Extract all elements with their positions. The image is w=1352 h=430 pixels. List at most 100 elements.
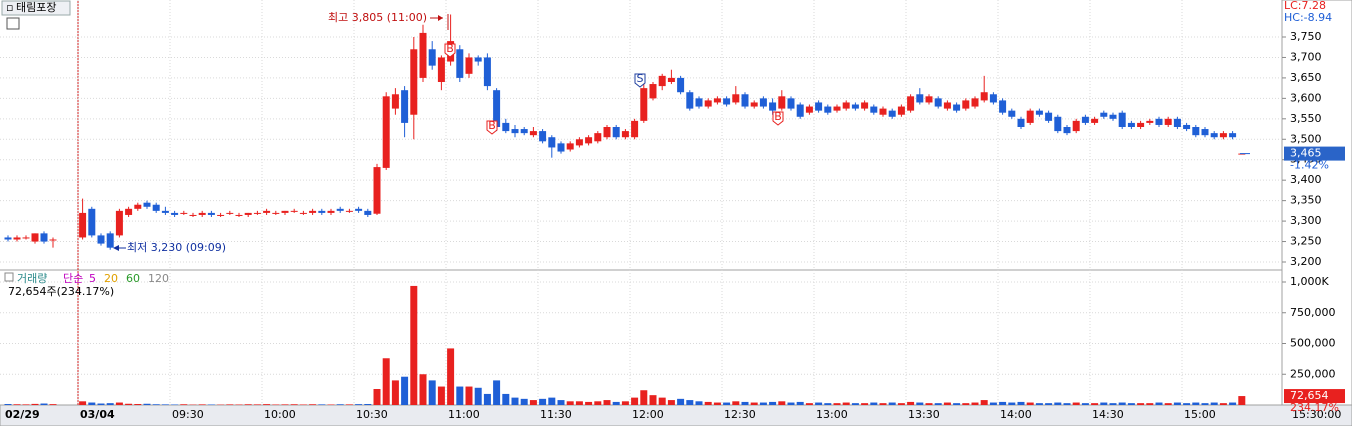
- volume-bar: [291, 404, 298, 405]
- candle-body: [696, 98, 703, 106]
- volume-bar: [1091, 403, 1098, 405]
- volume-bar: [594, 401, 601, 405]
- volume-bar: [843, 403, 850, 405]
- candle-body: [659, 76, 666, 86]
- candle-body: [567, 143, 574, 149]
- title-icon: ▫: [6, 1, 13, 14]
- volume-bar: [962, 403, 969, 405]
- candle-body: [705, 100, 712, 106]
- candle-body: [1202, 129, 1209, 135]
- candle-body: [907, 96, 914, 110]
- candle-body: [760, 98, 767, 106]
- table-icon[interactable]: [7, 18, 19, 29]
- candle-body: [429, 49, 436, 65]
- volume-bar: [1220, 403, 1227, 405]
- volume-bar: [79, 401, 86, 405]
- candle-body: [898, 107, 905, 115]
- candle-body: [686, 92, 693, 108]
- candle-body: [944, 102, 951, 108]
- volume-bar: [392, 380, 399, 405]
- candle-body: [236, 215, 243, 216]
- candle-body: [318, 211, 325, 213]
- price-tick-label: 3,400: [1290, 173, 1322, 186]
- candle-body: [1229, 133, 1236, 137]
- volume-bar: [1128, 403, 1135, 405]
- volume-bar: [880, 403, 887, 405]
- candle-body: [530, 131, 537, 135]
- volume-bar: [631, 398, 638, 405]
- volume-bar: [696, 401, 703, 405]
- candle-body: [32, 233, 39, 241]
- price-tick-label: 3,250: [1290, 235, 1322, 248]
- candle-body: [1018, 119, 1025, 127]
- volume-bar: [797, 402, 804, 405]
- candle-body: [438, 57, 445, 82]
- candle-body: [981, 92, 988, 100]
- volume-bar: [1082, 403, 1089, 405]
- volume-bar: [1174, 403, 1181, 405]
- volume-bar: [475, 388, 482, 405]
- time-label: 03/04: [80, 408, 115, 421]
- volume-bar: [539, 399, 546, 405]
- volume-bar: [1027, 403, 1034, 405]
- candle-body: [558, 143, 565, 151]
- time-label: 02/29: [5, 408, 40, 421]
- time-label: 09:30: [172, 408, 204, 421]
- volume-bar: [1165, 403, 1172, 405]
- volume-icon[interactable]: [5, 273, 13, 281]
- time-label: 10:30: [356, 408, 388, 421]
- candle-body: [14, 237, 21, 239]
- volume-bar: [806, 403, 813, 405]
- volume-bar: [1238, 396, 1245, 405]
- candle-body: [1146, 121, 1153, 123]
- candle-body: [125, 209, 132, 215]
- candle-body: [199, 213, 206, 215]
- price-tick-label: 3,350: [1290, 194, 1322, 207]
- volume-bar: [613, 402, 620, 405]
- candle-body: [1036, 111, 1043, 115]
- hc-label: HC:-8.94: [1284, 11, 1332, 24]
- volume-bar: [1018, 402, 1025, 405]
- candle-body: [309, 211, 316, 213]
- candle-body: [1165, 119, 1172, 125]
- candle-body: [1174, 119, 1181, 127]
- candle-body: [374, 167, 381, 214]
- volume-bar: [622, 401, 629, 405]
- volume-bar: [824, 403, 831, 405]
- candle-body: [420, 33, 427, 78]
- ma-period: 5: [89, 272, 96, 285]
- time-label: 12:00: [632, 408, 664, 421]
- candle-body: [640, 88, 647, 121]
- candle-body: [539, 131, 546, 141]
- candle-body: [410, 49, 417, 114]
- candle-body: [815, 102, 822, 110]
- volume-bar: [429, 380, 436, 405]
- volume-bar: [466, 387, 473, 405]
- volume-bar: [861, 403, 868, 405]
- volume-bar: [134, 404, 141, 405]
- candle-body: [916, 94, 923, 102]
- candle-body: [1008, 111, 1015, 117]
- candle-body: [1027, 111, 1034, 123]
- volume-bar: [447, 348, 454, 405]
- time-label: 11:00: [448, 408, 480, 421]
- candle-body: [88, 209, 95, 236]
- candle-body: [714, 98, 721, 102]
- candle-body: [1220, 133, 1227, 137]
- stock-title: 태림포장: [16, 1, 56, 14]
- candle-body: [990, 94, 997, 102]
- volume-bar: [999, 402, 1006, 405]
- candle-body: [50, 240, 57, 241]
- candle-body: [880, 109, 887, 115]
- candle-body: [346, 211, 353, 212]
- volume-bar: [521, 399, 528, 405]
- volume-bar: [990, 403, 997, 405]
- volume-bar: [14, 404, 21, 405]
- volume-bar: [309, 404, 316, 405]
- volume-bar: [23, 404, 30, 405]
- volume-bar: [346, 404, 353, 405]
- candle-body: [502, 123, 509, 131]
- volume-bar: [778, 401, 785, 405]
- volume-bar: [245, 404, 252, 405]
- volume-bar: [1036, 403, 1043, 405]
